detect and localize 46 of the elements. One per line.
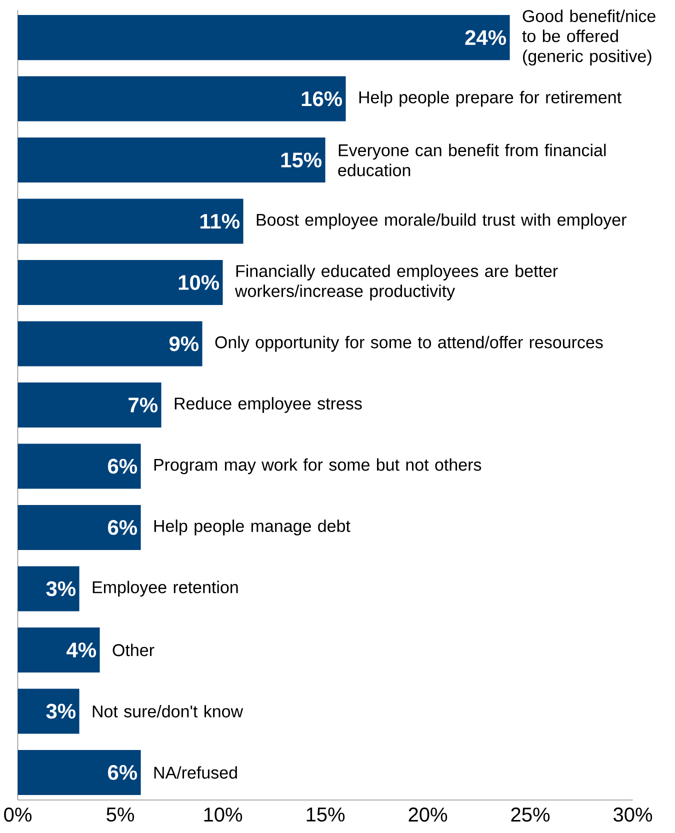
bar (18, 321, 202, 366)
y-tick-label: Not sure/don't know (92, 704, 244, 718)
data-label: 6% (108, 765, 138, 780)
data-label: 15% (281, 152, 322, 168)
y-tick-label: Employee retention (92, 580, 238, 597)
x-tick-label: 15% (306, 808, 345, 822)
bar (18, 15, 510, 60)
data-label: 4% (66, 642, 96, 658)
bar (18, 382, 162, 428)
data-label: 7% (128, 398, 158, 412)
x-tick-label: 25% (511, 808, 550, 822)
x-tick-label: 20% (408, 808, 448, 822)
data-label: 24% (465, 30, 506, 45)
data-label: 16% (302, 91, 342, 106)
y-tick-label: Help people manage debt (154, 520, 350, 536)
bar (18, 688, 80, 734)
y-tick-label: Help people prepare for retirement (359, 90, 622, 107)
bar (18, 138, 326, 183)
y-tick-label: Only opportunity for some to attend/offer resources (215, 336, 603, 352)
x-tick-label: 0% (4, 808, 32, 822)
data-label: 3% (46, 581, 76, 596)
y-tick-label: Financially educated employees are better workers/increase productivity (235, 264, 558, 300)
data-label: 6% (108, 458, 138, 474)
y-tick-label: Good benefit/nice to be offered (generic positive) (522, 10, 656, 66)
bar (18, 198, 244, 244)
bar (18, 627, 100, 672)
data-label: 11% (200, 214, 240, 229)
y-tick-label: Boost employee morale/build trust with employer (256, 213, 627, 230)
y-tick-label: Other (112, 644, 154, 656)
y-tick-label: Reduce employee stress (174, 397, 362, 413)
x-tick-label: 10% (204, 808, 242, 822)
bar (18, 260, 223, 306)
data-label: 3% (46, 704, 76, 719)
y-tick-label: NA/refused (154, 766, 238, 779)
bar (18, 444, 141, 489)
y-tick-label: Everyone can benefit from financial education (338, 144, 606, 176)
x-tick-label: 5% (106, 808, 134, 822)
bar (18, 504, 141, 550)
bar (18, 566, 80, 612)
bar (18, 76, 346, 122)
x-tick-label: 30% (614, 808, 652, 822)
data-label: 9% (170, 336, 199, 352)
bar (18, 750, 141, 795)
data-label: 10% (178, 275, 220, 290)
y-tick-label: Program may work for some but not others (154, 458, 482, 474)
data-label: 6% (108, 520, 138, 535)
